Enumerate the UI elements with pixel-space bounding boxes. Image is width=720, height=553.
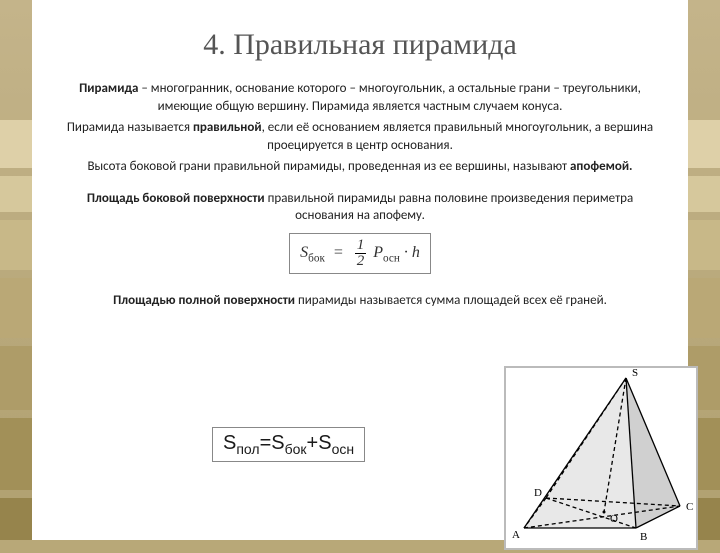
f2-plus: +S	[307, 432, 332, 454]
definition-apothem: Высота боковой грани правильной пирамиды…	[57, 158, 663, 176]
f1-S: S	[300, 244, 308, 261]
svg-text:S: S	[632, 368, 638, 379]
svg-text:D: D	[534, 487, 542, 499]
formula-total-area: Sпол=Sбок+Sосн	[212, 427, 365, 462]
lateral-area-statement: Площадь боковой поверхности правильной п…	[57, 190, 663, 225]
p2-post: , если её основанием является правильный…	[262, 120, 654, 153]
term-total-area: Площадью полной поверхности	[113, 293, 295, 308]
page-title: 4. Правильная пирамида	[57, 28, 663, 62]
p5-rest: пирамиды называется сумма площадей всех …	[295, 293, 607, 308]
pyramid-svg: S A B C D O	[506, 368, 696, 548]
total-area-statement: Площадью полной поверхности пирамиды наз…	[57, 292, 663, 310]
definition-regular: Пирамида называется правильной, если её …	[57, 119, 663, 154]
f2-sub3: осн	[332, 441, 355, 457]
formula1-box: Sбок = 1 2 Pосн · h	[289, 233, 431, 274]
pyramid-figure: S A B C D O	[504, 366, 698, 550]
formula2-box: Sпол=Sбок+Sосн	[212, 427, 365, 462]
term-regular: правильной	[193, 120, 262, 135]
f1-den: 2	[355, 254, 367, 269]
f2-eq: =S	[260, 432, 285, 454]
svg-text:C: C	[686, 501, 693, 513]
f1-num: 1	[355, 238, 367, 254]
f1-fraction: 1 2	[355, 238, 367, 269]
f2-sub2: бок	[285, 441, 307, 457]
p4-rest: правильной пирамиды равна половине произ…	[265, 191, 634, 224]
svg-text:O: O	[610, 513, 618, 525]
f1-sub-osn: осн	[383, 252, 400, 264]
p2-pre: Пирамида называется	[67, 120, 193, 135]
f2-sub1: пол	[236, 441, 259, 457]
formula-lateral-area: Sбок = 1 2 Pосн · h	[57, 233, 663, 274]
term-pyramid: Пирамида	[79, 81, 138, 96]
slide-background: 4. Правильная пирамида Пирамида – многог…	[0, 0, 720, 540]
f1-tail: · h	[400, 244, 420, 261]
term-lateral-area: Площадь боковой поверхности	[87, 191, 265, 206]
definition-rest: – многогранник, основание которого – мно…	[138, 81, 640, 114]
f1-sub-bok: бок	[308, 252, 325, 264]
svg-text:B: B	[640, 531, 647, 543]
content-card: 4. Правильная пирамида Пирамида – многог…	[32, 0, 688, 540]
term-apothem: апофемой.	[570, 159, 633, 174]
f1-P: P	[373, 244, 383, 261]
svg-text:A: A	[512, 529, 520, 541]
definition-pyramid: Пирамида – многогранник, основание котор…	[57, 80, 663, 115]
p3-pre: Высота боковой грани правильной пирамиды…	[87, 159, 570, 174]
f2-S1: S	[223, 432, 236, 454]
